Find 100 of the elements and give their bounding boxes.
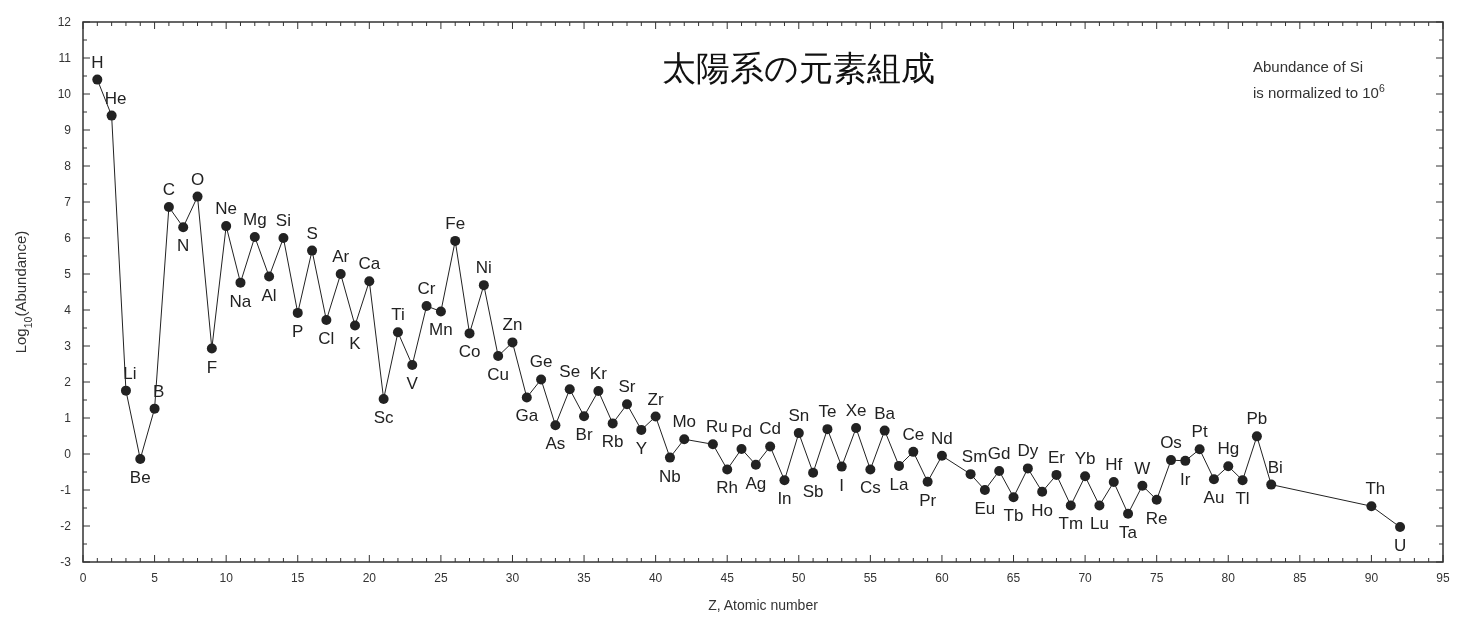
y-tick-label: 11	[58, 51, 72, 65]
annotation: Ca	[358, 254, 381, 274]
text: 太陽系の元素組成	[662, 49, 936, 87]
x-tick-label: 60	[935, 571, 949, 585]
annotation: Ne	[215, 199, 238, 219]
y-tick-label: 8	[64, 159, 72, 173]
annotation: Cs	[859, 478, 881, 498]
annotation: He	[104, 88, 127, 108]
x-tick-label: 25	[434, 571, 448, 585]
annotation: Hf	[1105, 455, 1123, 475]
annotation: Ge	[529, 352, 553, 372]
x-tick-label: 35	[577, 571, 592, 585]
x-tick-label: 30	[505, 571, 520, 585]
annotation: In	[777, 489, 792, 509]
x-axis-title: Z, Atomic number	[708, 597, 819, 613]
annotation: Gd	[987, 443, 1011, 463]
annotation: Cr	[417, 279, 436, 299]
annotation: Yb	[1074, 449, 1096, 469]
annotation: Os	[1160, 433, 1182, 453]
annotation: Mg	[242, 209, 267, 229]
annotation: Rb	[601, 432, 624, 452]
annotation: Pb	[1246, 409, 1268, 429]
y-tick-label: 1	[64, 411, 72, 425]
annotation: Nb	[659, 466, 681, 486]
x-tick-label: 45	[720, 571, 735, 585]
x-tick-label: 10	[219, 571, 234, 585]
annotation: Lu	[1089, 514, 1109, 534]
annotation: Ta	[1119, 522, 1138, 542]
x-tick-label: 50	[792, 571, 806, 585]
annotation: Pd	[731, 421, 752, 441]
annotation: Hg	[1217, 439, 1240, 459]
annotation: Te	[818, 402, 837, 422]
annotation: Sn	[788, 406, 810, 426]
annotation: Al	[261, 285, 277, 305]
annotation: V	[406, 374, 419, 394]
annotation: Si	[275, 211, 291, 230]
annotation: Th	[1365, 479, 1386, 499]
x-tick-label: 90	[1364, 571, 1379, 585]
y-tick-label: 7	[64, 195, 72, 209]
annotation: Tl	[1235, 489, 1250, 509]
annotation: Au	[1203, 488, 1225, 508]
x-tick-label: 75	[1150, 571, 1164, 585]
annotation: Nd	[931, 428, 953, 448]
annotation: Se	[559, 362, 581, 382]
x-tick-label: 40	[648, 571, 663, 585]
annotation: Fe	[445, 213, 466, 233]
annotation: B	[152, 381, 165, 401]
annotation: P	[292, 321, 304, 341]
x-tick-label: 95	[1436, 571, 1450, 585]
y-tick-label: 3	[64, 339, 72, 353]
annotation: Re	[1145, 508, 1168, 528]
annotation: Rh	[716, 478, 739, 498]
annotation: Abundance of Si is normalized to 10$^{6}$	[1253, 58, 1385, 101]
x-tick-label: 20	[362, 571, 377, 585]
annotation: Na	[229, 291, 252, 311]
annotation: Dy	[1017, 441, 1039, 461]
annotation: Ba	[874, 403, 896, 423]
annotation: Kr	[589, 364, 608, 383]
annotation: Xe	[845, 401, 867, 421]
annotation: Ni	[475, 258, 492, 278]
y-tick-label: 5	[64, 267, 72, 281]
annotation: La	[889, 474, 909, 494]
annotation: O	[190, 169, 205, 189]
annotation: N	[177, 236, 190, 256]
annotation: Cu	[487, 365, 510, 385]
annotation: Pr	[919, 490, 937, 510]
annotation: Ti	[391, 305, 405, 325]
x-tick-label: 55	[863, 571, 878, 585]
annotation: H	[91, 52, 104, 72]
annotation: Sb	[802, 481, 824, 501]
annotation: Be	[129, 468, 151, 488]
y-tick-label: 6	[64, 231, 72, 245]
annotation: Ar	[332, 247, 350, 266]
annotation: Ag	[745, 473, 767, 493]
annotation: C	[162, 180, 176, 200]
x-tick-label: 5	[151, 571, 159, 585]
annotation: Li	[123, 363, 137, 383]
annotation: Sm	[961, 447, 988, 467]
annotation: Ho	[1031, 500, 1054, 520]
annotation: I	[839, 475, 845, 495]
annotation: Sr	[618, 377, 636, 397]
annotation: U	[1393, 536, 1407, 556]
annotation: Ga	[515, 406, 539, 426]
y-tick-label: 9	[64, 123, 72, 137]
annotation: Eu	[974, 499, 996, 518]
annotation: Ce	[902, 424, 925, 444]
annotation: Sc	[373, 407, 395, 427]
annotation: S	[306, 223, 318, 243]
annotation: Zn	[502, 315, 523, 335]
y-tick-label: -1	[60, 483, 72, 497]
annotation: Mo	[672, 412, 697, 432]
annotation: Cd	[759, 419, 782, 439]
x-tick-label: 80	[1221, 571, 1236, 585]
annotation: Ir	[1180, 469, 1191, 489]
annotation: Co	[458, 342, 481, 362]
x-tick-label: 70	[1078, 571, 1093, 585]
annotation: Er	[1047, 447, 1066, 467]
annotation: Y	[635, 438, 647, 458]
x-tick-label: 0	[79, 571, 87, 585]
annotation: Cl	[318, 329, 335, 349]
